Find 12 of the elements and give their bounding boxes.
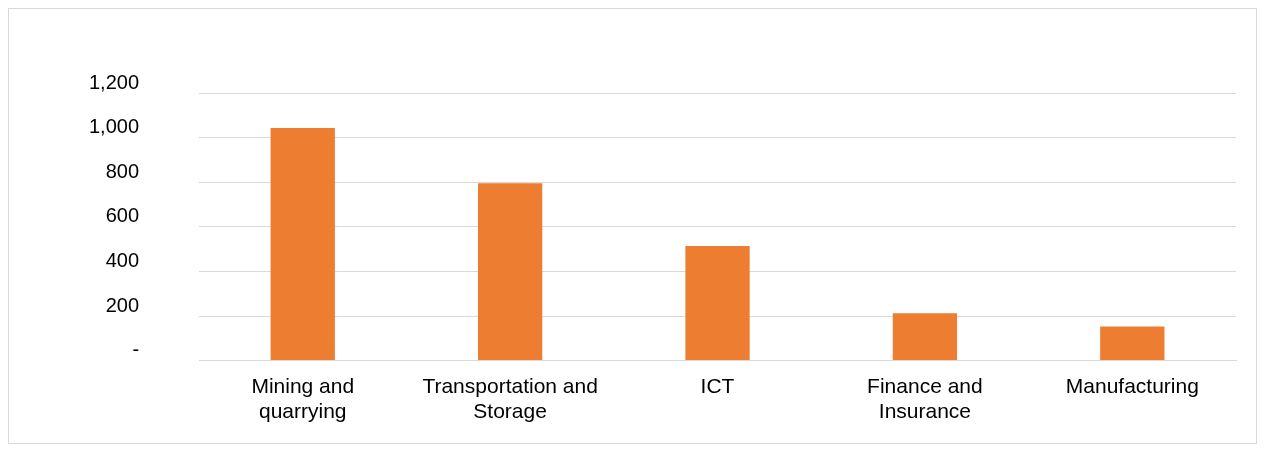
y-tick-label: 800 (105, 159, 140, 182)
y-tick-label: 1,000 (88, 115, 140, 138)
y-tick-label: 200 (105, 293, 140, 316)
x-tick-label: Mining and quarrying (251, 374, 355, 423)
x-tick-label: Transportation and Storage (422, 374, 598, 423)
y-tick-label: 400 (105, 248, 140, 271)
x-tick-label: Finance and Insurance (867, 374, 983, 423)
y-tick-label: 1,200 (88, 70, 140, 93)
y-tick-label: - (132, 338, 140, 361)
x-tick-label: ICT (700, 374, 735, 397)
y-tick-label: 600 (105, 204, 140, 227)
x-tick-label: Manufacturing (1065, 374, 1199, 397)
